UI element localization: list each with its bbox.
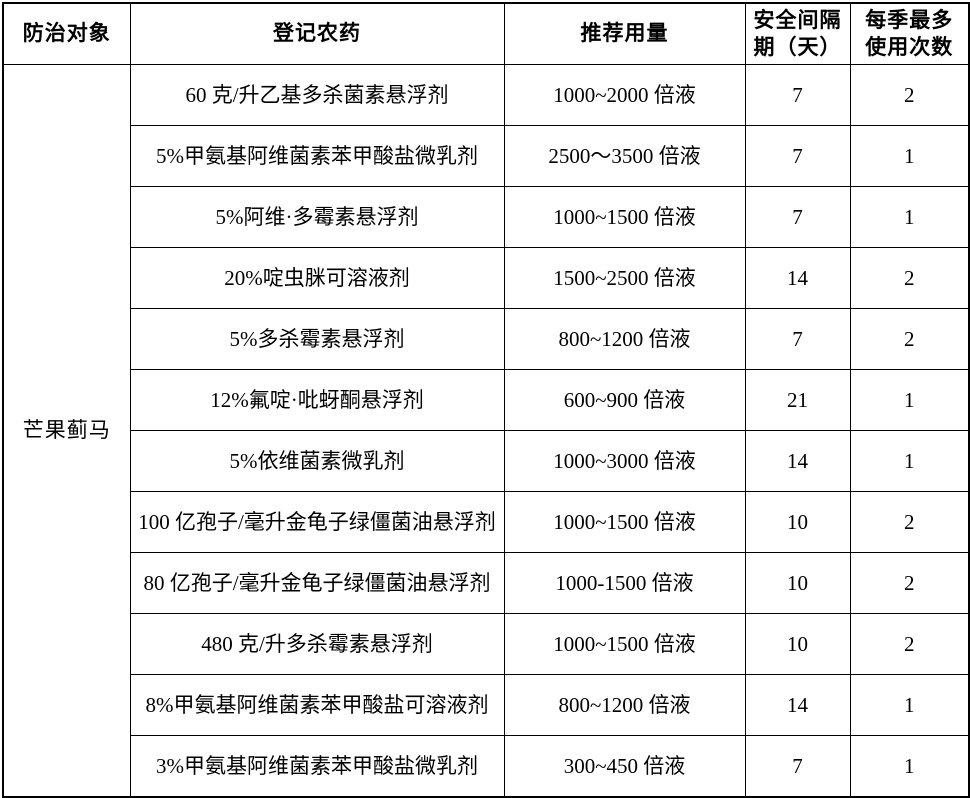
max-uses-cell: 2 [849,64,970,126]
max-uses-cell: 2 [849,613,970,675]
interval-cell: 21 [744,369,851,431]
table-header: 防治对象 登记农药 推荐用量 安全间隔 期（天） 每季最多 使用次数 [2,2,970,65]
dosage-cell: 600~900 倍液 [503,369,746,431]
interval-cell: 7 [744,125,851,187]
interval-cell: 7 [744,186,851,248]
pesticide-cell: 480 克/升多杀霉素悬浮剂 [129,613,505,675]
table-body: 芒果蓟马 60 克/升乙基多杀菌素悬浮剂 1000~2000 倍液 7 2 5%… [2,64,970,798]
table-row: 480 克/升多杀霉素悬浮剂 1000~1500 倍液 10 2 [3,613,970,675]
table-row: 80 亿孢子/毫升金龟子绿僵菌油悬浮剂 1000-1500 倍液 10 2 [3,552,970,614]
table-row: 3%甲氨基阿维菌素苯甲酸盐微乳剂 300~450 倍液 7 1 [3,735,970,798]
pesticide-cell: 5%依维菌素微乳剂 [129,430,505,492]
interval-cell: 14 [744,247,851,309]
table-row: 5%甲氨基阿维菌素苯甲酸盐微乳剂 2500～3500 倍液 7 1 [3,125,970,187]
pesticide-cell: 80 亿孢子/毫升金龟子绿僵菌油悬浮剂 [129,552,505,614]
dosage-cell: 2500～3500 倍液 [503,125,746,187]
dosage-cell: 1000~1500 倍液 [503,186,746,248]
max-uses-cell: 2 [849,552,970,614]
col-header-control-target: 防治对象 [2,2,131,65]
pesticide-cell: 5%甲氨基阿维菌素苯甲酸盐微乳剂 [129,125,505,187]
dosage-cell: 1000~3000 倍液 [503,430,746,492]
pesticide-cell: 5%多杀霉素悬浮剂 [129,308,505,370]
pesticide-cell: 8%甲氨基阿维菌素苯甲酸盐可溶液剂 [129,674,505,736]
interval-cell: 10 [744,491,851,553]
dosage-cell: 1000~1500 倍液 [503,613,746,675]
interval-cell: 14 [744,674,851,736]
interval-cell: 7 [744,308,851,370]
dosage-cell: 800~1200 倍液 [503,674,746,736]
table-row: 5%阿维·多霉素悬浮剂 1000~1500 倍液 7 1 [3,186,970,248]
interval-cell: 14 [744,430,851,492]
max-uses-cell: 2 [849,308,970,370]
table-row: 5%多杀霉素悬浮剂 800~1200 倍液 7 2 [3,308,970,370]
dosage-cell: 300~450 倍液 [503,735,746,798]
col-header-recommended-dosage: 推荐用量 [503,2,746,65]
table-row: 芒果蓟马 60 克/升乙基多杀菌素悬浮剂 1000~2000 倍液 7 2 [2,64,970,798]
dosage-cell: 1000-1500 倍液 [503,552,746,614]
col-header-max-uses-per-season: 每季最多 使用次数 [849,2,970,65]
max-uses-cell: 1 [849,369,970,431]
max-uses-cell: 2 [849,491,970,553]
max-uses-cell: 1 [849,735,970,798]
col-header-registered-pesticide: 登记农药 [129,2,505,65]
pesticide-cell: 60 克/升乙基多杀菌素悬浮剂 [129,64,505,126]
pesticide-cell: 100 亿孢子/毫升金龟子绿僵菌油悬浮剂 [129,491,505,553]
interval-cell: 10 [744,613,851,675]
table-row: 12%氟啶·吡蚜酮悬浮剂 600~900 倍液 21 1 [3,369,970,431]
dosage-cell: 1000~2000 倍液 [503,64,746,126]
col-header-safety-interval: 安全间隔 期（天） [744,2,851,65]
table-row: 20%啶虫脒可溶液剂 1500~2500 倍液 14 2 [3,247,970,309]
pesticide-cell: 3%甲氨基阿维菌素苯甲酸盐微乳剂 [129,735,505,798]
table-row: 100 亿孢子/毫升金龟子绿僵菌油悬浮剂 1000~1500 倍液 10 2 [3,491,970,553]
interval-cell: 7 [744,735,851,798]
pesticide-cell: 12%氟啶·吡蚜酮悬浮剂 [129,369,505,431]
pesticide-cell: 5%阿维·多霉素悬浮剂 [129,186,505,248]
max-uses-cell: 1 [849,125,970,187]
header-row: 防治对象 登记农药 推荐用量 安全间隔 期（天） 每季最多 使用次数 [2,2,970,65]
max-uses-cell: 2 [849,247,970,309]
dosage-cell: 1500~2500 倍液 [503,247,746,309]
pesticide-cell: 20%啶虫脒可溶液剂 [129,247,505,309]
interval-cell: 10 [744,552,851,614]
max-uses-cell: 1 [849,430,970,492]
table-row: 5%依维菌素微乳剂 1000~3000 倍液 14 1 [3,430,970,492]
table-row: 8%甲氨基阿维菌素苯甲酸盐可溶液剂 800~1200 倍液 14 1 [3,674,970,736]
dosage-cell: 1000~1500 倍液 [503,491,746,553]
max-uses-cell: 1 [849,186,970,248]
control-target-cell: 芒果蓟马 [2,64,131,798]
max-uses-cell: 1 [849,674,970,736]
interval-cell: 7 [744,64,851,126]
dosage-cell: 800~1200 倍液 [503,308,746,370]
